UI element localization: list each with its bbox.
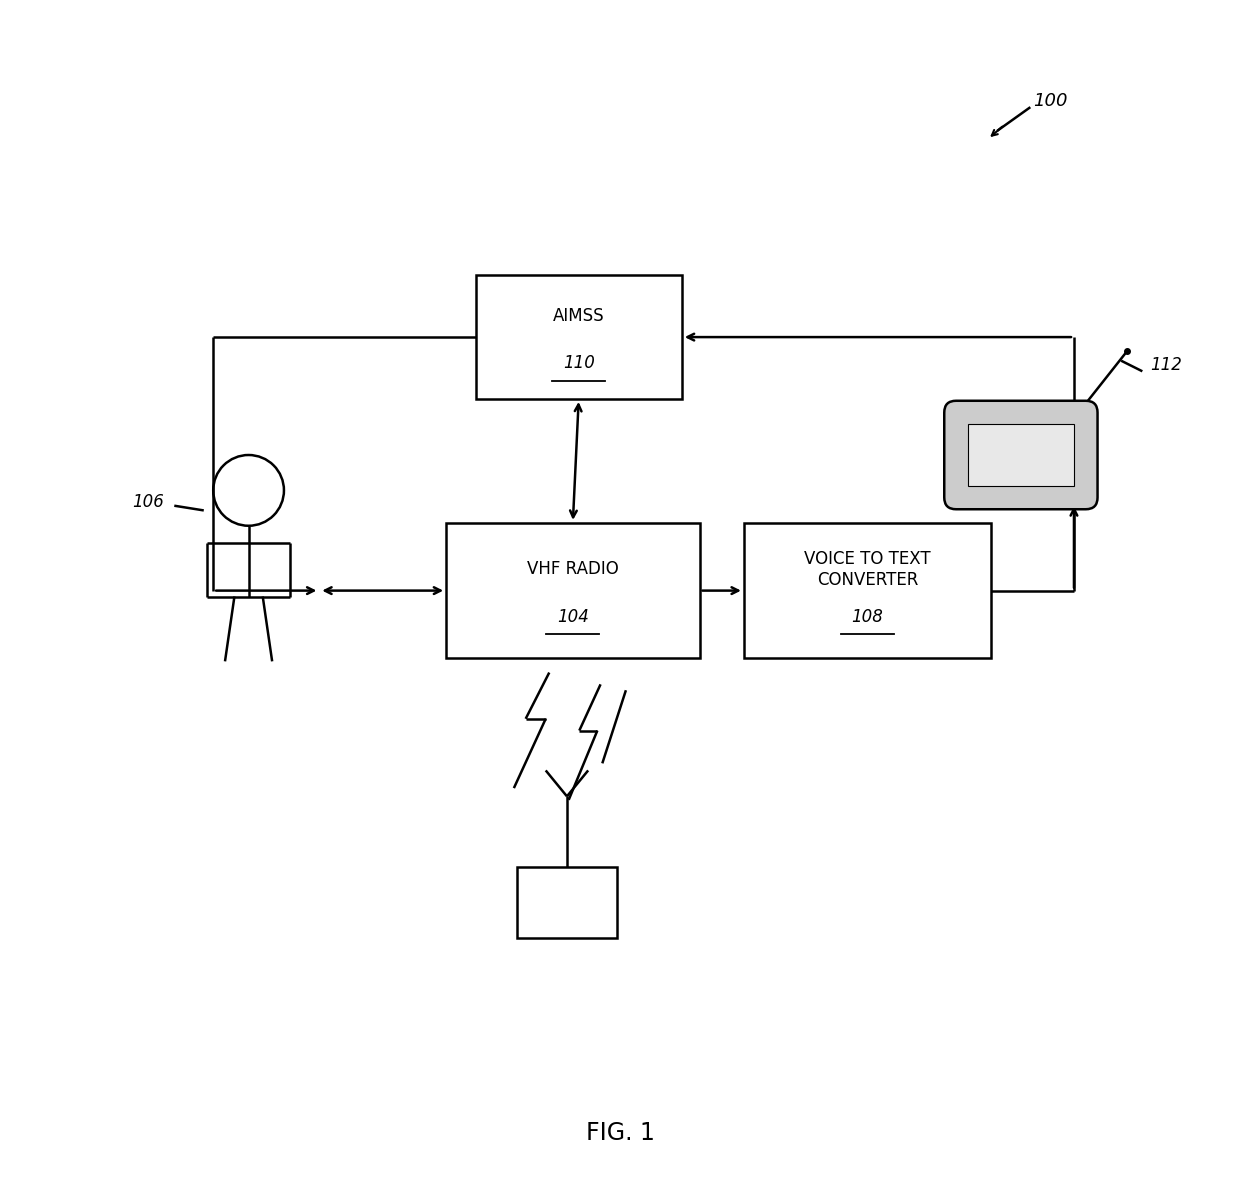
- FancyBboxPatch shape: [517, 867, 618, 938]
- Text: VHF RADIO: VHF RADIO: [527, 561, 619, 579]
- Text: 108: 108: [852, 607, 884, 625]
- FancyBboxPatch shape: [744, 523, 992, 659]
- Text: AIMSS: AIMSS: [553, 307, 605, 324]
- Text: VOICE TO TEXT
CONVERTER: VOICE TO TEXT CONVERTER: [805, 550, 931, 589]
- Text: 104: 104: [557, 607, 589, 625]
- FancyBboxPatch shape: [446, 523, 699, 659]
- Text: 100: 100: [1033, 92, 1068, 110]
- FancyBboxPatch shape: [476, 276, 682, 398]
- FancyBboxPatch shape: [968, 425, 1074, 486]
- FancyBboxPatch shape: [944, 401, 1097, 509]
- Text: 106: 106: [133, 493, 164, 511]
- Text: 110: 110: [563, 354, 595, 372]
- Text: FIG. 1: FIG. 1: [585, 1121, 655, 1145]
- Text: 112: 112: [1151, 357, 1183, 375]
